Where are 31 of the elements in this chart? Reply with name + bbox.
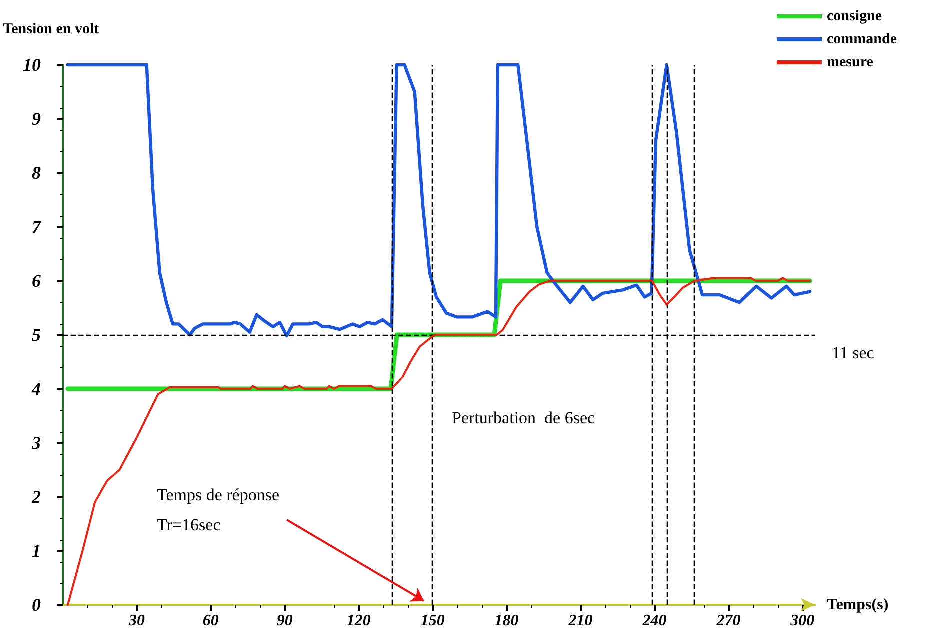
y-tick-label: 10 [23, 55, 41, 75]
x-tick-label: 90 [276, 612, 293, 630]
x-tick-label: 60 [202, 612, 219, 630]
y-axis-title: Tension en volt [3, 22, 100, 38]
line-series [66, 277, 812, 606]
y-tick-label: 3 [31, 433, 41, 453]
x-tick-label: 30 [128, 612, 145, 630]
x-axis-title: Temps(s) [827, 596, 889, 614]
x-tick-label: 210 [568, 612, 593, 630]
x-tick-label: 120 [346, 612, 371, 630]
y-tick-label: 7 [32, 217, 42, 237]
x-tick-label: 300 [790, 612, 815, 630]
x-tick-label: 240 [642, 612, 667, 630]
line-series [66, 63, 812, 338]
x-tick-label: 270 [716, 612, 741, 630]
y-tick-label: 0 [32, 595, 41, 615]
y-tick-label: 2 [31, 487, 41, 507]
y-tick-label: 5 [32, 325, 41, 345]
legend-label: consigne [827, 8, 882, 24]
y-tick-label: 9 [32, 109, 41, 129]
y-tick-label: 1 [32, 541, 41, 561]
y-tick-label: 8 [32, 163, 41, 183]
text: 11 sec [832, 344, 875, 362]
legend-label: commande [827, 32, 898, 48]
annotation: Temps de réponse Tr=16sec [157, 486, 280, 534]
y-tick-label: 6 [32, 271, 41, 291]
y-tick-label: 4 [31, 379, 41, 399]
x-tick-label: 150 [420, 612, 445, 630]
x-tick-label: 180 [494, 612, 519, 630]
legend-label: mesure [827, 54, 874, 70]
annotation: Perturbation de 6sec [452, 408, 596, 428]
